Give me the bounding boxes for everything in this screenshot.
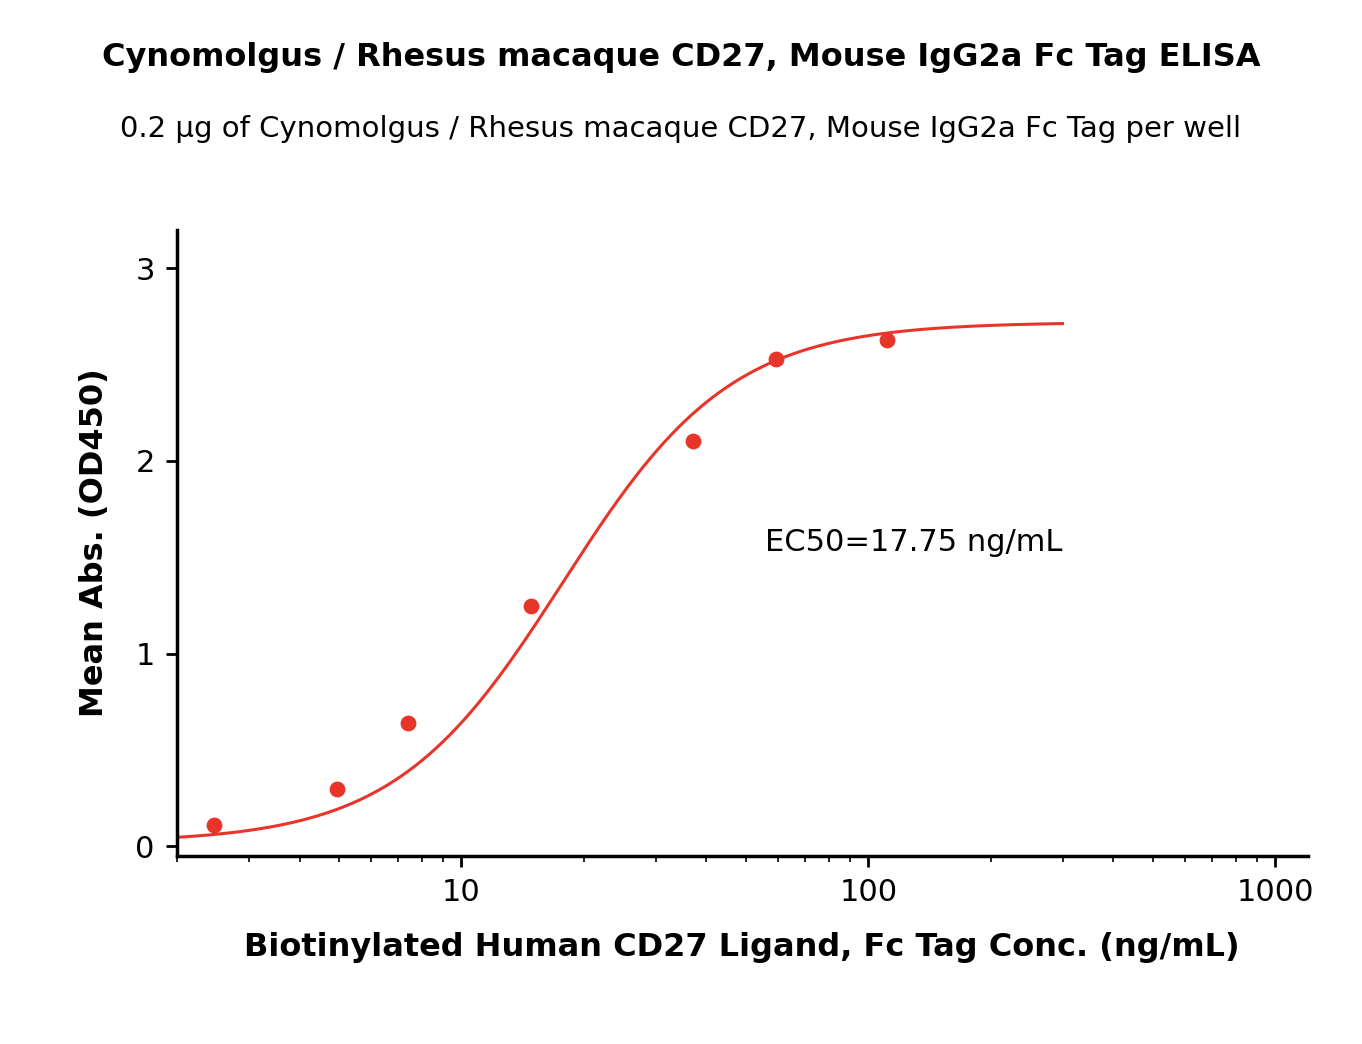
- Point: [682, 432, 704, 449]
- Text: Cynomolgus / Rhesus macaque CD27, Mouse IgG2a Fc Tag ELISA: Cynomolgus / Rhesus macaque CD27, Mouse …: [102, 42, 1260, 73]
- Point: [765, 351, 787, 367]
- Point: [876, 332, 898, 349]
- Text: EC50=17.75 ng/mL: EC50=17.75 ng/mL: [765, 528, 1062, 557]
- Point: [398, 714, 419, 731]
- Point: [520, 598, 542, 615]
- X-axis label: Biotinylated Human CD27 Ligand, Fc Tag Conc. (ng/mL): Biotinylated Human CD27 Ligand, Fc Tag C…: [244, 932, 1241, 964]
- Point: [326, 781, 347, 798]
- Y-axis label: Mean Abs. (OD450): Mean Abs. (OD450): [79, 369, 110, 717]
- Point: [203, 816, 225, 833]
- Text: 0.2 μg of Cynomolgus / Rhesus macaque CD27, Mouse IgG2a Fc Tag per well: 0.2 μg of Cynomolgus / Rhesus macaque CD…: [120, 115, 1242, 143]
